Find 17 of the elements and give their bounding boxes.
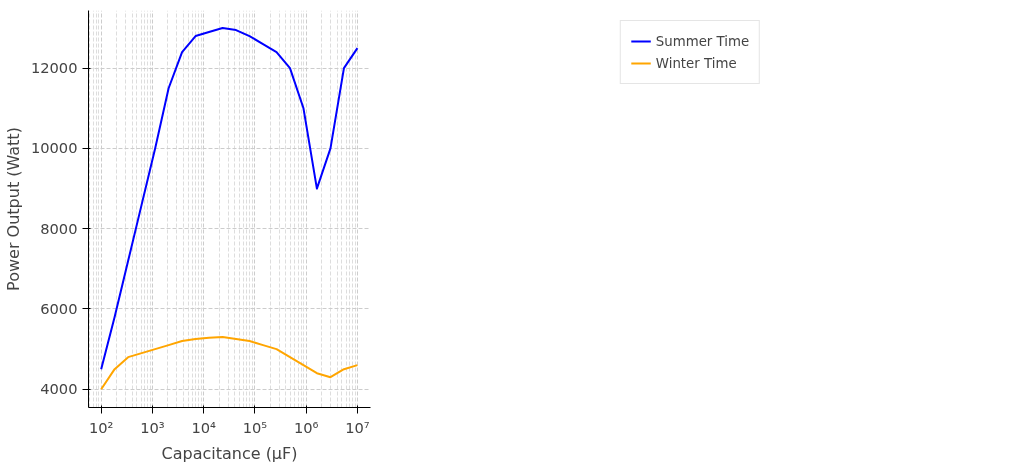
x-tick-label: 10³: [140, 418, 165, 436]
x-axis-title: Capacitance (μF): [161, 443, 298, 463]
x-tick-label: 10⁴: [191, 418, 217, 436]
x-tick-label: 10⁶: [293, 418, 319, 436]
x-tick-label: 10⁷: [345, 418, 370, 436]
y-axis-title: Power Output (Watt): [3, 127, 23, 291]
x-tick-label: 10²: [88, 418, 114, 436]
line-series: [100, 336, 359, 391]
y-tick-label: 8000: [40, 219, 78, 237]
line-series: [100, 27, 359, 371]
y-tick-label: 6000: [40, 299, 78, 317]
y-tick-label: 4000: [40, 380, 78, 398]
x-tick-label: 10⁵: [242, 418, 268, 436]
y-tick-label: 10000: [30, 139, 78, 157]
legend-label: Summer Time: [655, 33, 750, 49]
y-tick-label: 12000: [30, 59, 78, 77]
legend-label: Winter Time: [655, 55, 737, 71]
